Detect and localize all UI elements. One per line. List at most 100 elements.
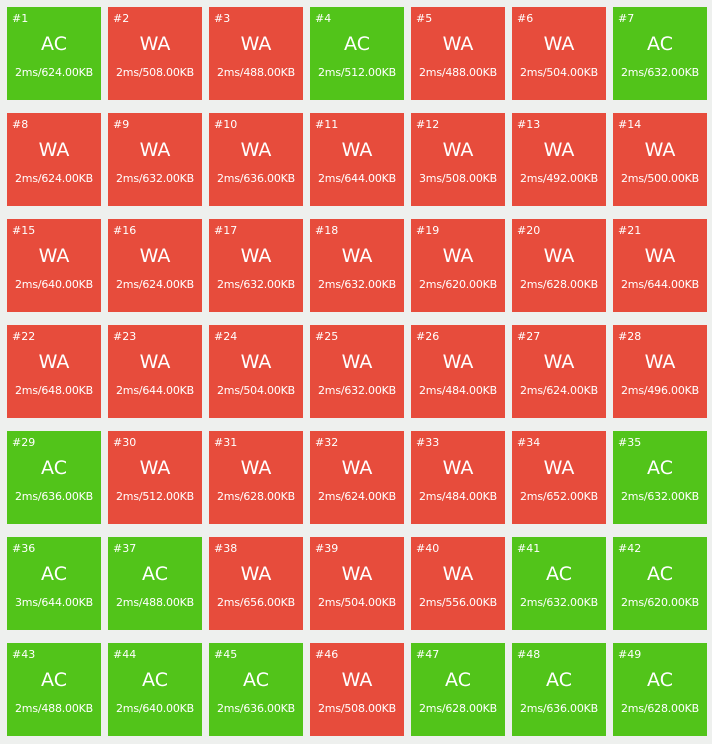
testcase-cell-14[interactable]: #14 WA 2ms/500.00KB: [613, 113, 707, 206]
testcase-verdict: WA: [341, 563, 373, 585]
testcase-number: #32: [315, 436, 339, 449]
testcase-cell-27[interactable]: #27 WA 2ms/624.00KB: [512, 325, 606, 418]
testcase-number: #30: [113, 436, 137, 449]
testcase-cell-7[interactable]: #7 AC 2ms/632.00KB: [613, 7, 707, 100]
testcase-cell-18[interactable]: #18 WA 2ms/632.00KB: [310, 219, 404, 312]
testcase-cell-31[interactable]: #31 WA 2ms/628.00KB: [209, 431, 303, 524]
testcase-cell-17[interactable]: #17 WA 2ms/632.00KB: [209, 219, 303, 312]
testcase-number: #8: [12, 118, 29, 131]
testcase-stats: 2ms/504.00KB: [520, 66, 598, 79]
testcase-cell-23[interactable]: #23 WA 2ms/644.00KB: [108, 325, 202, 418]
testcase-cell-12[interactable]: #12 WA 3ms/508.00KB: [411, 113, 505, 206]
testcase-number: #10: [214, 118, 238, 131]
testcase-cell-8[interactable]: #8 WA 2ms/624.00KB: [7, 113, 101, 206]
testcase-cell-47[interactable]: #47 AC 2ms/628.00KB: [411, 643, 505, 736]
testcase-cell-11[interactable]: #11 WA 2ms/644.00KB: [310, 113, 404, 206]
testcase-cell-13[interactable]: #13 WA 2ms/492.00KB: [512, 113, 606, 206]
testcase-cell-37[interactable]: #37 AC 2ms/488.00KB: [108, 537, 202, 630]
testcase-number: #46: [315, 648, 339, 661]
testcase-cell-46[interactable]: #46 WA 2ms/508.00KB: [310, 643, 404, 736]
testcase-verdict: WA: [38, 351, 70, 373]
testcase-stats: 2ms/636.00KB: [520, 702, 598, 715]
testcase-cell-19[interactable]: #19 WA 2ms/620.00KB: [411, 219, 505, 312]
testcase-cell-44[interactable]: #44 AC 2ms/640.00KB: [108, 643, 202, 736]
testcase-cell-42[interactable]: #42 AC 2ms/620.00KB: [613, 537, 707, 630]
testcase-verdict: WA: [644, 351, 676, 373]
testcase-number: #22: [12, 330, 36, 343]
testcase-stats: 2ms/484.00KB: [419, 490, 497, 503]
testcase-cell-2[interactable]: #2 WA 2ms/508.00KB: [108, 7, 202, 100]
testcase-cell-22[interactable]: #22 WA 2ms/648.00KB: [7, 325, 101, 418]
testcase-number: #33: [416, 436, 440, 449]
testcase-cell-28[interactable]: #28 WA 2ms/496.00KB: [613, 325, 707, 418]
testcase-cell-45[interactable]: #45 AC 2ms/636.00KB: [209, 643, 303, 736]
testcase-cell-21[interactable]: #21 WA 2ms/644.00KB: [613, 219, 707, 312]
testcase-cell-48[interactable]: #48 AC 2ms/636.00KB: [512, 643, 606, 736]
testcase-verdict: AC: [344, 33, 370, 55]
testcase-stats: 2ms/508.00KB: [318, 702, 396, 715]
testcase-cell-16[interactable]: #16 WA 2ms/624.00KB: [108, 219, 202, 312]
testcase-number: #2: [113, 12, 130, 25]
testcase-cell-38[interactable]: #38 WA 2ms/656.00KB: [209, 537, 303, 630]
testcase-cell-34[interactable]: #34 WA 2ms/652.00KB: [512, 431, 606, 524]
testcase-cell-30[interactable]: #30 WA 2ms/512.00KB: [108, 431, 202, 524]
testcase-number: #29: [12, 436, 36, 449]
testcase-cell-36[interactable]: #36 AC 3ms/644.00KB: [7, 537, 101, 630]
testcase-number: #44: [113, 648, 137, 661]
testcase-verdict: WA: [543, 139, 575, 161]
testcase-verdict: WA: [442, 245, 474, 267]
testcase-cell-25[interactable]: #25 WA 2ms/632.00KB: [310, 325, 404, 418]
testcase-number: #41: [517, 542, 541, 555]
testcase-number: #25: [315, 330, 339, 343]
testcase-cell-1[interactable]: #1 AC 2ms/624.00KB: [7, 7, 101, 100]
testcase-stats: 2ms/632.00KB: [217, 278, 295, 291]
testcase-stats: 2ms/620.00KB: [621, 596, 699, 609]
testcase-cell-41[interactable]: #41 AC 2ms/632.00KB: [512, 537, 606, 630]
testcase-stats: 2ms/640.00KB: [116, 702, 194, 715]
testcase-cell-15[interactable]: #15 WA 2ms/640.00KB: [7, 219, 101, 312]
testcase-stats: 2ms/488.00KB: [116, 596, 194, 609]
testcase-cell-32[interactable]: #32 WA 2ms/624.00KB: [310, 431, 404, 524]
testcase-verdict: WA: [139, 33, 171, 55]
testcase-stats: 2ms/504.00KB: [217, 384, 295, 397]
testcase-verdict: AC: [41, 457, 67, 479]
testcase-cell-4[interactable]: #4 AC 2ms/512.00KB: [310, 7, 404, 100]
testcase-cell-33[interactable]: #33 WA 2ms/484.00KB: [411, 431, 505, 524]
testcase-cell-40[interactable]: #40 WA 2ms/556.00KB: [411, 537, 505, 630]
testcase-stats: 2ms/488.00KB: [419, 66, 497, 79]
testcase-verdict: WA: [341, 245, 373, 267]
testcase-number: #15: [12, 224, 36, 237]
testcase-number: #13: [517, 118, 541, 131]
testcase-number: #3: [214, 12, 231, 25]
testcase-cell-5[interactable]: #5 WA 2ms/488.00KB: [411, 7, 505, 100]
testcase-number: #39: [315, 542, 339, 555]
testcase-cell-3[interactable]: #3 WA 2ms/488.00KB: [209, 7, 303, 100]
testcase-number: #19: [416, 224, 440, 237]
testcase-stats: 2ms/640.00KB: [15, 278, 93, 291]
testcase-cell-39[interactable]: #39 WA 2ms/504.00KB: [310, 537, 404, 630]
testcase-cell-20[interactable]: #20 WA 2ms/628.00KB: [512, 219, 606, 312]
testcase-cell-10[interactable]: #10 WA 2ms/636.00KB: [209, 113, 303, 206]
testcase-stats: 2ms/628.00KB: [621, 702, 699, 715]
testcase-stats: 2ms/484.00KB: [419, 384, 497, 397]
testcase-cell-35[interactable]: #35 AC 2ms/632.00KB: [613, 431, 707, 524]
testcase-number: #31: [214, 436, 238, 449]
testcase-verdict: WA: [240, 245, 272, 267]
testcase-cell-26[interactable]: #26 WA 2ms/484.00KB: [411, 325, 505, 418]
testcase-stats: 2ms/496.00KB: [621, 384, 699, 397]
testcase-cell-49[interactable]: #49 AC 2ms/628.00KB: [613, 643, 707, 736]
testcase-stats: 2ms/512.00KB: [318, 66, 396, 79]
testcase-number: #48: [517, 648, 541, 661]
testcase-stats: 2ms/656.00KB: [217, 596, 295, 609]
testcase-cell-24[interactable]: #24 WA 2ms/504.00KB: [209, 325, 303, 418]
testcase-number: #36: [12, 542, 36, 555]
testcase-stats: 2ms/632.00KB: [116, 172, 194, 185]
testcase-cell-9[interactable]: #9 WA 2ms/632.00KB: [108, 113, 202, 206]
testcase-stats: 2ms/492.00KB: [520, 172, 598, 185]
testcase-cell-6[interactable]: #6 WA 2ms/504.00KB: [512, 7, 606, 100]
testcase-cell-29[interactable]: #29 AC 2ms/636.00KB: [7, 431, 101, 524]
testcase-number: #1: [12, 12, 29, 25]
testcase-cell-43[interactable]: #43 AC 2ms/488.00KB: [7, 643, 101, 736]
testcase-verdict: AC: [142, 563, 168, 585]
testcase-stats: 3ms/644.00KB: [15, 596, 93, 609]
